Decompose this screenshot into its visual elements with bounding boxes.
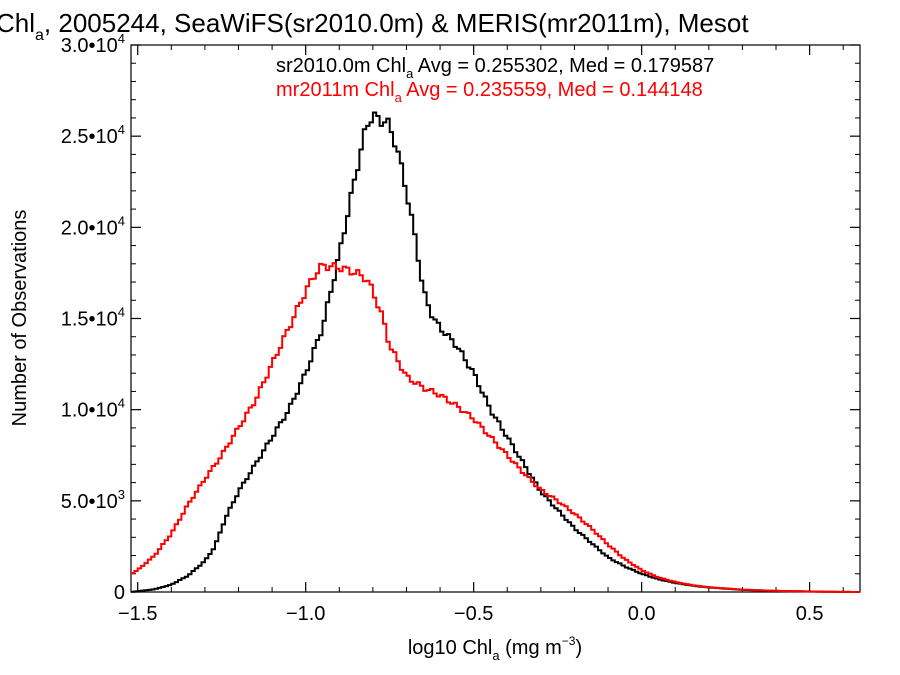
x-tick-label: −0.5 <box>454 603 493 625</box>
x-tick-label: −1.5 <box>118 603 157 625</box>
y-tick-label: 2.0•104 <box>61 213 125 239</box>
x-tick-label: −1.0 <box>286 603 325 625</box>
y-axis-label: Number of Observations <box>9 210 31 427</box>
y-tick-label: 1.5•104 <box>61 305 125 331</box>
series-group <box>131 111 860 593</box>
y-tick-label: 5.0•103 <box>61 487 125 513</box>
x-tick-label: 0.0 <box>628 603 656 625</box>
legend-entry-red: mr2011m Chla Avg = 0.235559, Med = 0.144… <box>276 79 703 105</box>
y-tick-label: 2.5•104 <box>61 122 125 148</box>
chart-title: Chla, 2005244, SeaWiFS(sr2010.0m) & MERI… <box>0 8 749 44</box>
legend-entry-black: sr2010.0m Chla Avg = 0.255302, Med = 0.1… <box>276 55 714 81</box>
histogram-line-black <box>131 111 860 593</box>
plot-area-frame <box>130 44 861 593</box>
histogram-line-red <box>131 262 860 593</box>
y-tick-label: 0 <box>114 582 125 604</box>
x-tick-label: 0.5 <box>796 603 824 625</box>
y-axis-ticks: 0 5.0•103 1.0•104 1.5•104 2.0•104 2.5•104 3.0•… <box>61 31 860 604</box>
x-axis-ticks: −1.5 −1.0 −0.5 0.0 0.5 <box>118 45 844 625</box>
legend: sr2010.0m Chla Avg = 0.255302, Med = 0.1… <box>276 55 714 105</box>
y-tick-label: 1.0•104 <box>61 396 125 422</box>
y-tick-label: 3.0•104 <box>61 31 125 57</box>
x-axis-label: log10 Chla (mg m−3) <box>408 634 582 663</box>
